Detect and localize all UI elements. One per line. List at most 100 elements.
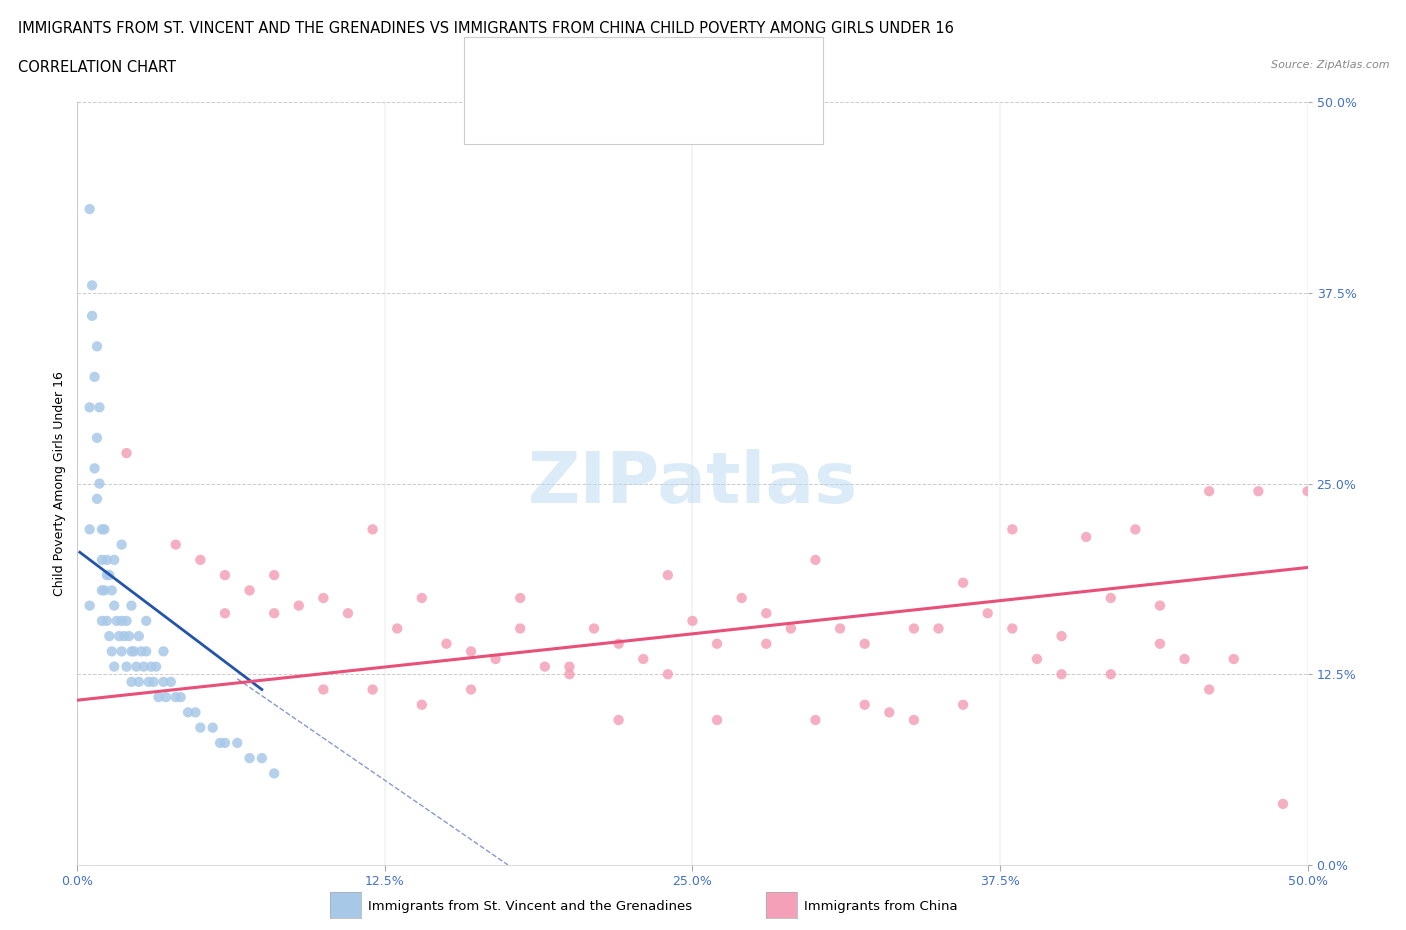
Point [214, 736, 236, 751]
Point [201, 720, 224, 735]
Point [86, 491, 108, 506]
Point [121, 598, 143, 613]
Text: Immigrants from China: Immigrants from China [804, 900, 957, 913]
Point [105, 614, 128, 629]
Point [86, 339, 108, 353]
Point [148, 690, 170, 705]
Text: R =: R = [515, 107, 548, 122]
Text: 71: 71 [644, 107, 665, 122]
Point [780, 621, 803, 636]
Point [312, 682, 335, 697]
Point [135, 614, 157, 629]
Point [98, 567, 121, 582]
Point [131, 644, 153, 658]
Point [239, 583, 262, 598]
Point [1050, 667, 1073, 682]
Point [1174, 652, 1197, 667]
Point [755, 636, 778, 651]
Point [89, 476, 111, 491]
Text: IMMIGRANTS FROM ST. VINCENT AND THE GRENADINES VS IMMIGRANTS FROM CHINA CHILD PO: IMMIGRANTS FROM ST. VINCENT AND THE GREN… [18, 21, 955, 36]
Point [534, 659, 557, 674]
Point [184, 705, 207, 720]
Point [682, 614, 704, 629]
Point [112, 629, 135, 644]
Point [103, 598, 125, 613]
Point [82, 278, 104, 293]
Point [853, 698, 876, 712]
Point [135, 644, 157, 658]
Point [226, 736, 249, 751]
Point [138, 674, 160, 689]
Point [361, 682, 384, 697]
Point [928, 621, 950, 636]
Point [170, 690, 193, 705]
Point [239, 751, 262, 765]
Point [1001, 522, 1024, 537]
Point [607, 712, 630, 727]
Point [411, 591, 433, 605]
Point [93, 583, 115, 598]
Point [90, 552, 114, 567]
Point [118, 629, 141, 644]
Point [177, 705, 200, 720]
Point [115, 614, 138, 629]
Point [128, 674, 150, 689]
Point [86, 431, 108, 445]
Point [731, 591, 754, 605]
Point [1149, 636, 1171, 651]
Point [152, 674, 174, 689]
Point [132, 659, 155, 674]
Point [101, 583, 124, 598]
Point [263, 766, 285, 781]
Point [98, 629, 121, 644]
Point [879, 705, 901, 720]
Point [79, 202, 101, 217]
Point [411, 698, 433, 712]
Point [145, 659, 167, 674]
Point [558, 667, 581, 682]
Point [96, 567, 118, 582]
Point [160, 674, 183, 689]
Point [96, 614, 118, 629]
Point [853, 636, 876, 651]
Point [209, 736, 232, 751]
Point [190, 552, 212, 567]
Point [509, 591, 531, 605]
Point [1001, 621, 1024, 636]
Point [830, 621, 852, 636]
Point [90, 614, 114, 629]
Point [657, 667, 679, 682]
Text: Source: ZipAtlas.com: Source: ZipAtlas.com [1271, 60, 1389, 71]
Point [804, 552, 827, 567]
Text: CORRELATION CHART: CORRELATION CHART [18, 60, 176, 75]
Y-axis label: Child Poverty Among Girls Under 16: Child Poverty Among Girls Under 16 [52, 371, 66, 596]
Text: 70: 70 [644, 64, 665, 79]
Point [1296, 484, 1319, 498]
Point [952, 576, 974, 591]
Point [152, 644, 174, 658]
Text: 0.284: 0.284 [546, 107, 593, 122]
Point [288, 598, 311, 613]
Point [101, 644, 124, 658]
Point [214, 605, 236, 620]
Text: ZIPatlas: ZIPatlas [527, 449, 858, 518]
Point [103, 552, 125, 567]
Point [903, 621, 925, 636]
Point [142, 674, 165, 689]
Point [93, 522, 115, 537]
Point [155, 690, 177, 705]
Point [115, 659, 138, 674]
Point [509, 621, 531, 636]
Point [82, 309, 104, 324]
Point [111, 644, 132, 658]
Point [96, 552, 118, 567]
Point [111, 538, 132, 552]
Point [214, 567, 236, 582]
Point [111, 614, 132, 629]
Point [83, 461, 105, 476]
Point [122, 644, 145, 658]
Point [1099, 591, 1122, 605]
Text: -0.197: -0.197 [546, 64, 600, 79]
Point [89, 400, 111, 415]
Point [312, 591, 335, 605]
